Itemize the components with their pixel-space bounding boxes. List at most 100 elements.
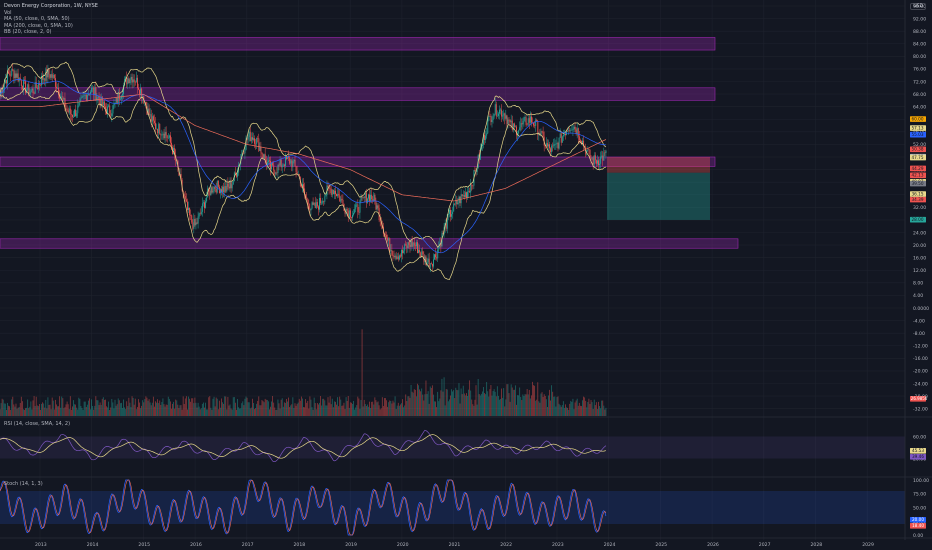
- volume-bar: [353, 400, 354, 416]
- volume-bar: [335, 401, 336, 416]
- volume-bar: [159, 400, 161, 416]
- volume-bar: [69, 396, 71, 416]
- candle-body: [322, 200, 324, 203]
- candle-body: [380, 220, 382, 226]
- volume-bar: [539, 402, 541, 416]
- candle-body: [154, 120, 155, 124]
- candle-body: [300, 186, 302, 187]
- time-axis-label: 2024: [604, 542, 616, 548]
- volume-bar: [261, 399, 263, 416]
- candle-body: [361, 196, 363, 198]
- currency-selector[interactable]: USD: [910, 3, 926, 10]
- volume-bar: [337, 397, 338, 416]
- candle-body: [168, 135, 170, 138]
- candle-body: [50, 74, 52, 78]
- candle-body: [335, 190, 336, 195]
- volume-bar: [409, 397, 411, 416]
- candle-body: [165, 132, 167, 136]
- volume-bar: [224, 396, 226, 416]
- price-tick-label: -32.00: [913, 406, 928, 412]
- ma-slow-line: [0, 93, 607, 202]
- candle-body: [554, 144, 556, 145]
- volume-bar: [523, 396, 525, 416]
- candle-body: [582, 140, 584, 145]
- time-axis-label: 2019: [345, 542, 357, 548]
- volume-bar: [378, 405, 380, 416]
- candle-body: [561, 136, 563, 143]
- candle-body: [368, 194, 369, 199]
- volume-bar: [21, 401, 23, 416]
- legend-bollinger[interactable]: BB (20, close, 2, 0): [4, 29, 52, 35]
- candle-body: [524, 117, 526, 118]
- volume-bar: [93, 409, 95, 416]
- candle-body: [260, 146, 262, 153]
- candle-body: [48, 69, 50, 75]
- volume-bar: [582, 400, 583, 416]
- candle-body: [198, 213, 200, 217]
- candle-body: [221, 189, 223, 193]
- volume-bar: [251, 398, 253, 416]
- volume-bar: [265, 399, 267, 416]
- volume-bar: [311, 407, 313, 416]
- candle-body: [279, 159, 281, 166]
- candle-body: [70, 114, 72, 115]
- volume-bar: [487, 391, 489, 416]
- candle-body: [340, 198, 342, 202]
- volume-bar: [341, 405, 343, 416]
- volume-bar: [62, 398, 64, 416]
- candle-body: [257, 138, 259, 139]
- time-axis-label: 2013: [35, 542, 47, 548]
- volume-bar: [600, 408, 602, 416]
- candle-body: [290, 160, 292, 164]
- symbol-title[interactable]: Devon Energy Corporation, 1W, NYSE: [4, 3, 98, 9]
- candle-body: [545, 143, 547, 146]
- volume-bar: [75, 404, 77, 416]
- volume-bar: [133, 404, 135, 416]
- volume-bar: [431, 385, 433, 416]
- legend-ma-slow[interactable]: MA (200, close, 0, SMA, 10): [4, 22, 73, 29]
- candle-body: [27, 84, 29, 90]
- candle-body: [485, 135, 487, 141]
- candle-body: [568, 130, 570, 132]
- volume-bar: [31, 409, 33, 416]
- volume-bar: [413, 389, 415, 416]
- candle-body: [363, 196, 365, 198]
- volume-bar: [590, 400, 592, 416]
- volume-bar: [212, 398, 214, 416]
- time-axis-label: 2014: [87, 542, 99, 548]
- stoch-band: [0, 491, 905, 524]
- volume-bar: [396, 405, 398, 416]
- candle-body: [216, 180, 218, 193]
- candle-body: [277, 164, 279, 173]
- volume-bar: [211, 409, 213, 416]
- volume-bar: [46, 408, 48, 416]
- volume-bar: [480, 393, 482, 416]
- volume-bar: [348, 407, 350, 416]
- volume-bar: [599, 406, 600, 416]
- legend-ma-fast[interactable]: MA (50, close, 0, SMA, 50): [4, 16, 70, 22]
- candle-body: [550, 148, 552, 153]
- rsi-pane-label[interactable]: RSI (14, close, SMA, 14, 2): [4, 421, 71, 427]
- stoch-pane-label[interactable]: Stoch (14, 1, 3): [4, 481, 43, 487]
- ma-fast-line: [0, 79, 606, 254]
- candle-body: [36, 87, 38, 90]
- volume-bar: [345, 397, 347, 416]
- volume-bar: [197, 402, 199, 416]
- candle-body: [59, 95, 61, 99]
- volume-bar: [266, 399, 268, 416]
- candle-body: [396, 256, 398, 259]
- legend-volume[interactable]: Vol: [4, 9, 12, 16]
- volume-bar: [352, 403, 353, 416]
- volume-bar: [121, 402, 122, 416]
- volume-bar: [561, 405, 563, 416]
- candle-body: [453, 203, 455, 212]
- rsi-line: [0, 429, 607, 463]
- volume-bar: [102, 397, 104, 416]
- candle-body: [213, 186, 215, 192]
- candle-body: [581, 141, 582, 145]
- volume-bar: [48, 404, 50, 416]
- volume-bar: [327, 397, 329, 416]
- volume-bar: [412, 392, 414, 416]
- volume-bar: [233, 397, 235, 416]
